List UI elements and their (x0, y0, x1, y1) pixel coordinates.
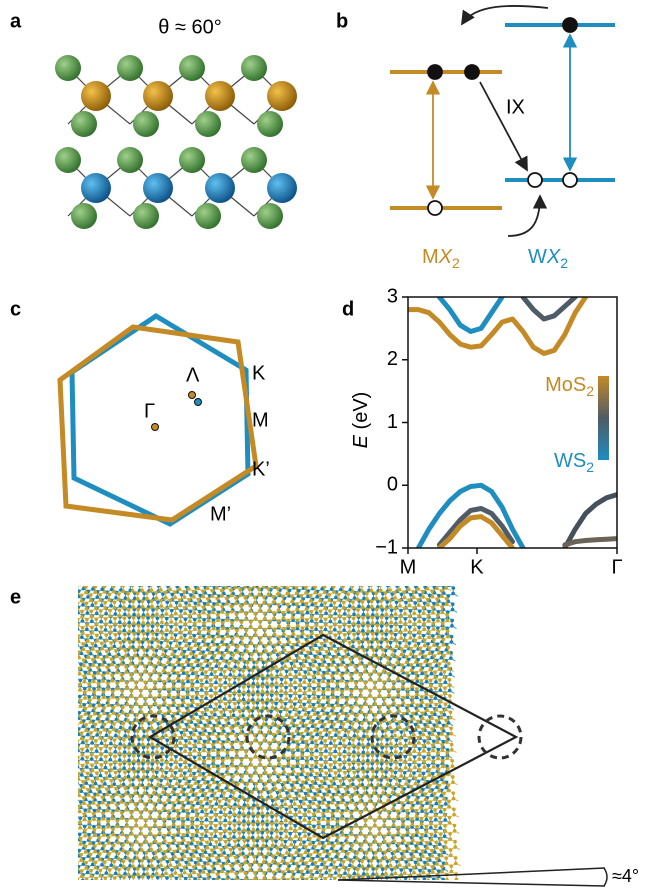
chalcogen-atom (133, 203, 159, 229)
x-tick-label: M (400, 556, 417, 578)
chalcogen-atom (257, 203, 283, 229)
arrow (508, 196, 540, 236)
point (195, 399, 202, 406)
k-label: Γ (144, 400, 155, 422)
subscript: 2 (586, 459, 594, 475)
panel-label: d (342, 298, 354, 320)
chalcogen-atom (241, 147, 267, 173)
page: { "panel_labels": ["a", "b", "c", "d", "… (0, 0, 658, 893)
band-diagram (390, 25, 615, 208)
chalcogen-atom (179, 147, 205, 173)
hole (528, 173, 542, 187)
chalcogen-atom (71, 111, 97, 137)
chalcogen-atom (55, 147, 81, 173)
subscript: 2 (586, 383, 594, 399)
y-tick-label: 2 (387, 348, 398, 370)
k-label: Λ (186, 364, 200, 386)
panel-a-title: θ ≈ 60° (158, 16, 221, 38)
brillouin-zone (72, 316, 248, 524)
chalcogen-atom (257, 111, 283, 137)
subscript: 2 (560, 255, 568, 271)
k-label: K’ (252, 458, 270, 480)
panel-label: c (10, 298, 21, 320)
band-line (523, 297, 575, 319)
text: W (528, 246, 547, 268)
panel-label: a (10, 10, 22, 32)
annotation: IX (506, 96, 525, 118)
metal-atom (143, 81, 173, 111)
metal-atom (143, 173, 173, 203)
y-tick-label: 0 (387, 474, 398, 496)
band-line (439, 297, 502, 332)
text: X (546, 246, 561, 268)
angle-label: ≈4° (612, 866, 639, 886)
legend-label: WS2 (554, 450, 594, 474)
figure: a b c d e θ ≈ 60° IX MX2 WX2 K M K’ M’ Γ… (0, 0, 658, 888)
k-label: M’ (210, 503, 231, 525)
arrow (480, 82, 527, 170)
colorbar (598, 376, 609, 460)
chalcogen-atom (179, 55, 205, 81)
chalcogen-atom (195, 111, 221, 137)
material-label: WX2 (528, 246, 568, 270)
arrows (433, 6, 570, 236)
angle-line (338, 880, 605, 886)
point (152, 424, 159, 431)
metal-atom (81, 81, 111, 111)
chalcogen-atom (241, 55, 267, 81)
k-label: M (252, 409, 269, 431)
metal-atom (205, 81, 235, 111)
y-axis-label: E (eV) (350, 392, 372, 449)
y-tick-label: 1 (387, 411, 398, 433)
legend-label: MoS2 (545, 374, 594, 398)
panel-label: e (10, 586, 21, 608)
text: M (422, 246, 439, 268)
chalcogen-atom (133, 111, 159, 137)
electron (428, 65, 442, 79)
chalcogen-atom (117, 55, 143, 81)
chalcogen-atom (117, 147, 143, 173)
electron (465, 65, 479, 79)
carriers (428, 18, 577, 215)
metal-atom (81, 173, 111, 203)
angle-arc (604, 868, 607, 886)
x-tick-label: K (470, 556, 484, 578)
band-line (565, 539, 617, 545)
electron (563, 18, 577, 32)
hole (428, 201, 442, 215)
metal-atom (205, 173, 235, 203)
chalcogen-atom (195, 203, 221, 229)
arrow (462, 6, 548, 24)
hole (563, 173, 577, 187)
panel-label: b (336, 10, 348, 32)
subscript: 2 (452, 255, 460, 271)
y-tick-label: 3 (387, 285, 398, 307)
text: X (438, 246, 453, 268)
material-label: MX2 (422, 246, 460, 270)
text: (eV) (350, 392, 372, 430)
x-tick-label: Γ (611, 556, 622, 578)
text: E (350, 434, 372, 448)
y-tick-label: −1 (375, 536, 398, 558)
crystal-structure (55, 55, 297, 229)
text: MoS (545, 374, 586, 396)
metal-atom (267, 81, 297, 111)
text: WS (554, 450, 586, 472)
metal-atom (267, 173, 297, 203)
chalcogen-atom (55, 55, 81, 81)
chalcogen-atom (71, 203, 97, 229)
k-label: K (252, 362, 266, 384)
point (189, 392, 196, 399)
